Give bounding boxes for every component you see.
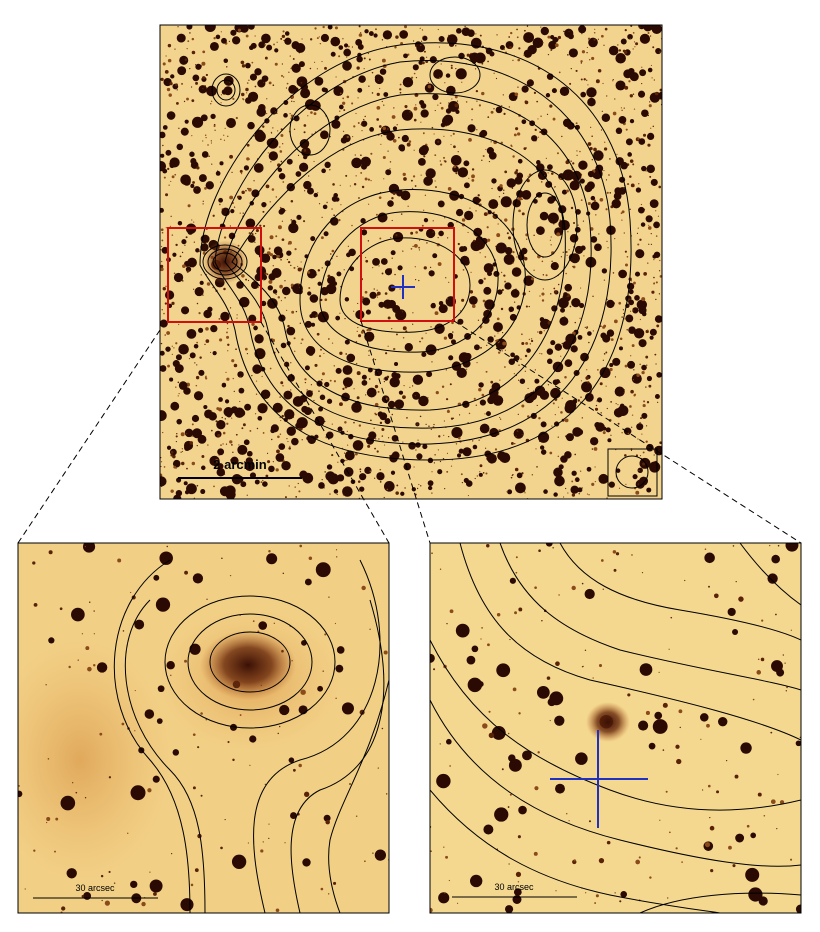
stars <box>18 543 389 913</box>
scale-label: 2 arcmin <box>213 457 267 472</box>
contours <box>199 42 632 461</box>
right-inset: 30 arcsec <box>430 543 801 913</box>
left-frame <box>17 542 390 914</box>
left-inset: 30 arcsec <box>18 543 389 913</box>
main-frame <box>159 24 663 500</box>
main-image: 2 arcmin <box>160 25 662 499</box>
right-frame <box>429 542 802 914</box>
scale-label: 30 arcsec <box>75 883 115 893</box>
connectors <box>17 320 802 544</box>
scale-label: 30 arcsec <box>494 882 534 892</box>
